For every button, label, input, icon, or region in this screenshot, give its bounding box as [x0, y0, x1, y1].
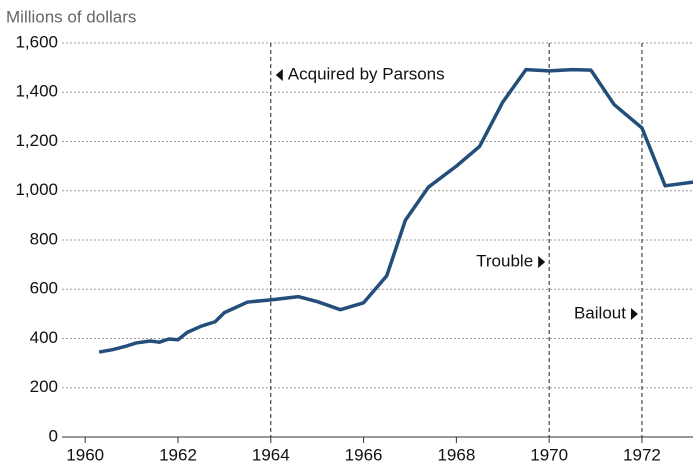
line — [98, 67, 694, 354]
annotation: Bailout — [574, 303, 626, 322]
x-tick-label: 1962 — [159, 445, 197, 464]
y-tick-label: 1,600 — [15, 32, 58, 51]
y-axis-label: Millions of dollars — [6, 7, 136, 26]
y-tick-label: 400 — [30, 328, 58, 347]
y-tick-label: 1,200 — [15, 131, 58, 150]
arrow-right — [630, 308, 638, 320]
y-tick-label: 1,400 — [15, 82, 58, 101]
arrow-right — [538, 256, 546, 268]
annotation: Trouble — [476, 251, 533, 270]
x-tick-label: 1964 — [252, 445, 290, 464]
x-tick-label: 1970 — [530, 445, 568, 464]
annotation: Acquired by Parsons — [288, 64, 445, 83]
x-tick-label: 1972 — [623, 445, 661, 464]
y-tick-label: 600 — [30, 279, 58, 298]
x-tick-label: 1966 — [345, 445, 383, 464]
y-tick-label: 800 — [30, 229, 58, 248]
x-tick-label: 1968 — [437, 445, 475, 464]
y-tick-label: 1,000 — [15, 180, 58, 199]
y-tick-label: 0 — [49, 426, 58, 445]
x-tick-label: 1960 — [66, 445, 104, 464]
y-tick-label: 200 — [30, 377, 58, 396]
arrow-left — [275, 69, 283, 81]
